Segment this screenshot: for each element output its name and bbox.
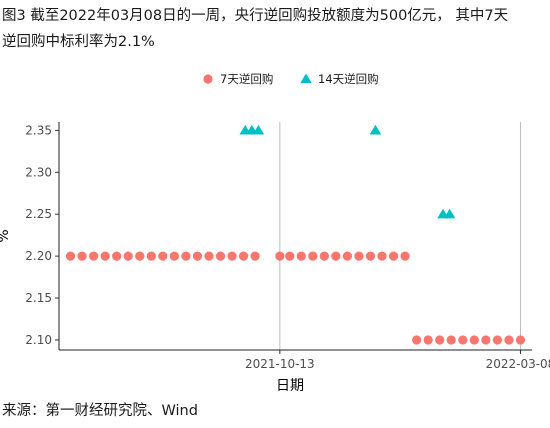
y-tick-label: 2.25 <box>25 207 52 221</box>
y-tick-label: 2.35 <box>25 123 52 137</box>
data-point-7day <box>135 251 145 261</box>
data-points <box>65 124 526 345</box>
data-point-7day <box>515 335 526 345</box>
data-point-14day <box>252 124 265 135</box>
data-point-7day <box>342 251 353 261</box>
data-point-7day <box>331 251 341 261</box>
data-point-7day <box>146 251 156 261</box>
data-point-7day <box>319 251 329 261</box>
legend-marker-7day <box>203 74 213 84</box>
data-point-7day <box>181 251 191 261</box>
data-point-7day <box>365 251 376 261</box>
data-point-7day <box>469 335 479 345</box>
data-point-7day <box>504 335 514 345</box>
data-point-7day <box>100 251 110 261</box>
legend-label: 7天逆回购 <box>220 72 273 86</box>
figure-title: 图3 截至2022年03月08日的一周，央行逆回购投放额度为500亿元， 其中7… <box>2 8 509 50</box>
data-point-7day <box>250 251 260 261</box>
legend: 7天逆回购 14天逆回购 <box>203 72 379 86</box>
data-point-7day <box>481 335 491 345</box>
x-axis-label: 日期 <box>276 378 304 394</box>
axes: 2021-10-13 2022-03-08 2.10 2.15 2.20 2.25 2.30… <box>25 122 550 371</box>
data-point-7day <box>169 251 179 261</box>
data-point-14day <box>369 124 382 135</box>
data-point-7day <box>227 251 237 261</box>
data-point-7day <box>354 251 364 261</box>
source-note: 来源：第一财经研究院、Wind <box>2 403 198 419</box>
data-point-7day <box>192 251 203 261</box>
data-point-7day <box>89 251 99 261</box>
data-point-7day <box>285 251 295 261</box>
x-tick-label: 2022-03-08 <box>486 357 550 371</box>
data-point-7day <box>123 251 133 261</box>
data-point-7day <box>446 335 456 345</box>
data-point-7day <box>435 335 445 345</box>
data-point-7day <box>400 251 410 261</box>
y-tick-label: 2.15 <box>25 291 52 305</box>
data-point-7day <box>77 251 87 261</box>
y-tick-label: 2.30 <box>25 165 52 179</box>
data-point-7day <box>458 335 468 345</box>
grid-lines <box>279 122 521 350</box>
data-point-7day <box>388 251 399 261</box>
x-tick-label: 2021-10-13 <box>245 357 315 371</box>
y-axis-label: % <box>0 229 12 242</box>
data-point-7day <box>65 251 76 261</box>
data-point-7day <box>204 251 214 261</box>
data-point-7day <box>238 251 249 261</box>
data-point-7day <box>412 335 422 345</box>
data-point-7day <box>377 251 387 261</box>
data-point-14day <box>443 208 456 219</box>
data-point-7day <box>308 251 318 261</box>
data-point-7day <box>423 335 433 345</box>
legend-label: 14天逆回购 <box>318 72 379 86</box>
data-point-7day <box>158 251 168 261</box>
data-point-7day <box>492 335 502 345</box>
y-tick-label: 2.10 <box>25 333 52 347</box>
legend-marker-14day <box>300 73 312 84</box>
data-point-7day <box>275 251 285 261</box>
data-point-7day <box>296 251 306 261</box>
y-tick-label: 2.20 <box>25 249 52 263</box>
data-point-7day <box>215 251 226 261</box>
data-point-7day <box>112 251 122 261</box>
